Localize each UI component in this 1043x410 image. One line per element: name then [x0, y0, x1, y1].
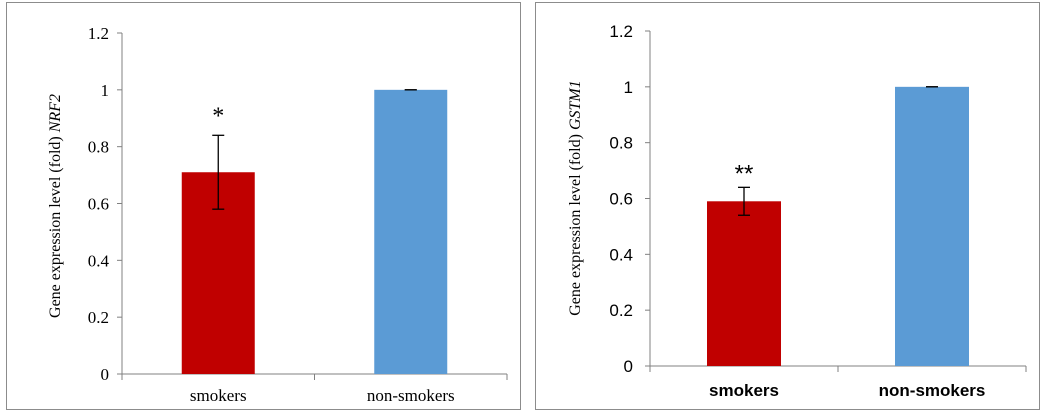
y-tick-label: 0: [624, 357, 633, 376]
chart-panel-gstm1: Gene expression level (fold) GSTM1 0 0.2 0…: [535, 2, 1040, 410]
x-tick-label: non-smokers: [879, 381, 986, 400]
y-tick-label: 0.2: [88, 308, 109, 327]
y-tick-label: 0.4: [88, 251, 110, 270]
y-tick-label: 0.8: [88, 138, 109, 157]
chart-panel-nrf2: Gene expression level (fold) NRF2 0 0.2 0.…: [6, 2, 521, 410]
y-tick-label: 0.8: [609, 134, 633, 153]
bar-smokers: [707, 201, 781, 366]
y-tick-label: 1.2: [88, 24, 109, 43]
y-tick-label: 1: [624, 78, 633, 97]
y-axis-label-gene: NRF2: [47, 94, 64, 133]
y-tick-label: 0.6: [88, 195, 109, 214]
bar-chart-nrf2: Gene expression level (fold) NRF2 0 0.2 0.…: [47, 24, 508, 405]
y-tick-label: 0.2: [609, 301, 633, 320]
y-tick-label: 0: [101, 365, 110, 384]
bar-non-smokers: [895, 86, 969, 366]
y-tick-label: 0.6: [609, 190, 633, 209]
y-axis-label-text: Gene expression level (fold): [47, 136, 64, 318]
plot-area: 0 0.2 0.4 0.6 0.8 1 1.2 ** smokers non-smokers: [609, 22, 1027, 400]
y-axis-label-gene: GSTM1: [567, 80, 584, 130]
bar-chart-gstm1: Gene expression level (fold) GSTM1 00.20…: [567, 22, 1027, 400]
y-axis-label: Gene expression level (fold) GSTM1: [567, 80, 584, 316]
significance-marker: *: [212, 103, 224, 129]
bar-non-smokers: [374, 89, 448, 374]
y-axis-label-text: Gene expression level (fold): [567, 134, 584, 316]
y-axis-label: Gene expression level (fold) NRF2: [47, 94, 64, 318]
x-tick-label: smokers: [190, 386, 247, 405]
y-tick-label: 1.2: [609, 22, 633, 41]
significance-marker: **: [735, 160, 754, 187]
plot-area: 0 0.2 0.4 0.6 0.8 1 1.2 * smokers non-smokers: [88, 24, 508, 405]
y-tick-label: 0.4: [609, 245, 633, 264]
x-tick-label: smokers: [709, 381, 779, 400]
x-tick-label: non-smokers: [367, 386, 455, 405]
y-tick-label: 1: [101, 81, 110, 100]
